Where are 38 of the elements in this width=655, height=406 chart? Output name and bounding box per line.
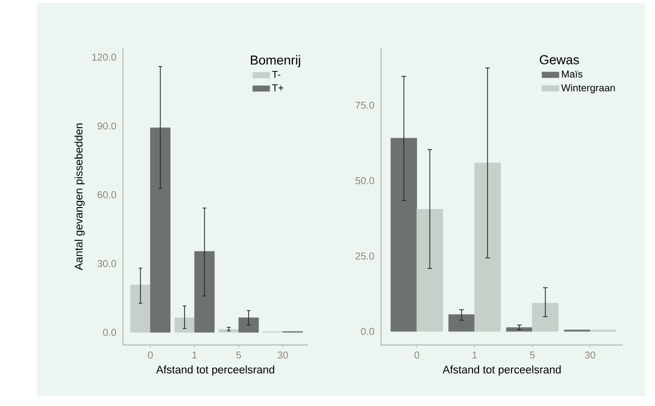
- bar: [218, 329, 239, 333]
- y-tick-label: 50.0: [356, 177, 374, 184]
- x-axis-title: Afstand tot perceelsrand: [156, 365, 274, 376]
- y-tick-label: 0.0: [361, 328, 374, 335]
- bar: [130, 284, 151, 333]
- bar: [448, 314, 475, 332]
- y-tick-label: 0.0: [103, 328, 116, 336]
- x-tick-label: 5: [530, 352, 535, 358]
- legend-label: T-: [272, 71, 280, 78]
- bar: [506, 327, 533, 332]
- bar: [416, 209, 444, 332]
- legend-title: Gewas: [540, 55, 579, 64]
- x-tick-label: 30: [584, 352, 596, 359]
- legend-label: Maïs: [562, 70, 582, 78]
- bar: [194, 251, 215, 333]
- y-axis-title: Aantal gevangen pissebedden: [74, 124, 85, 270]
- x-axis-title: Afstand tot perceelsrand: [442, 365, 561, 376]
- y-tick-label: 60.0: [98, 191, 116, 198]
- y-tick-label: 90.0: [98, 122, 116, 130]
- bar: [238, 318, 259, 333]
- bar: [474, 162, 501, 332]
- bar: [174, 318, 195, 333]
- x-tick-label: 0: [148, 352, 153, 359]
- bar: [390, 138, 418, 332]
- legend-label: T+: [272, 84, 284, 92]
- y-tick-label: 120.0: [92, 54, 116, 61]
- x-tick-label: 1: [472, 352, 477, 358]
- y-tick-label: 25.0: [356, 252, 374, 260]
- x-tick-label: 0: [414, 352, 420, 359]
- x-tick-label: 1: [192, 352, 197, 358]
- x-tick-label: 5: [236, 352, 242, 358]
- legend-title: Bomenrij: [250, 55, 300, 68]
- y-tick-label: 30.0: [97, 260, 116, 268]
- bar: [150, 128, 170, 333]
- x-tick-label: 30: [278, 352, 288, 359]
- y-tick-label: 75.0: [356, 102, 374, 109]
- legend-label: Wintergraan: [561, 84, 615, 94]
- bar: [532, 302, 559, 332]
